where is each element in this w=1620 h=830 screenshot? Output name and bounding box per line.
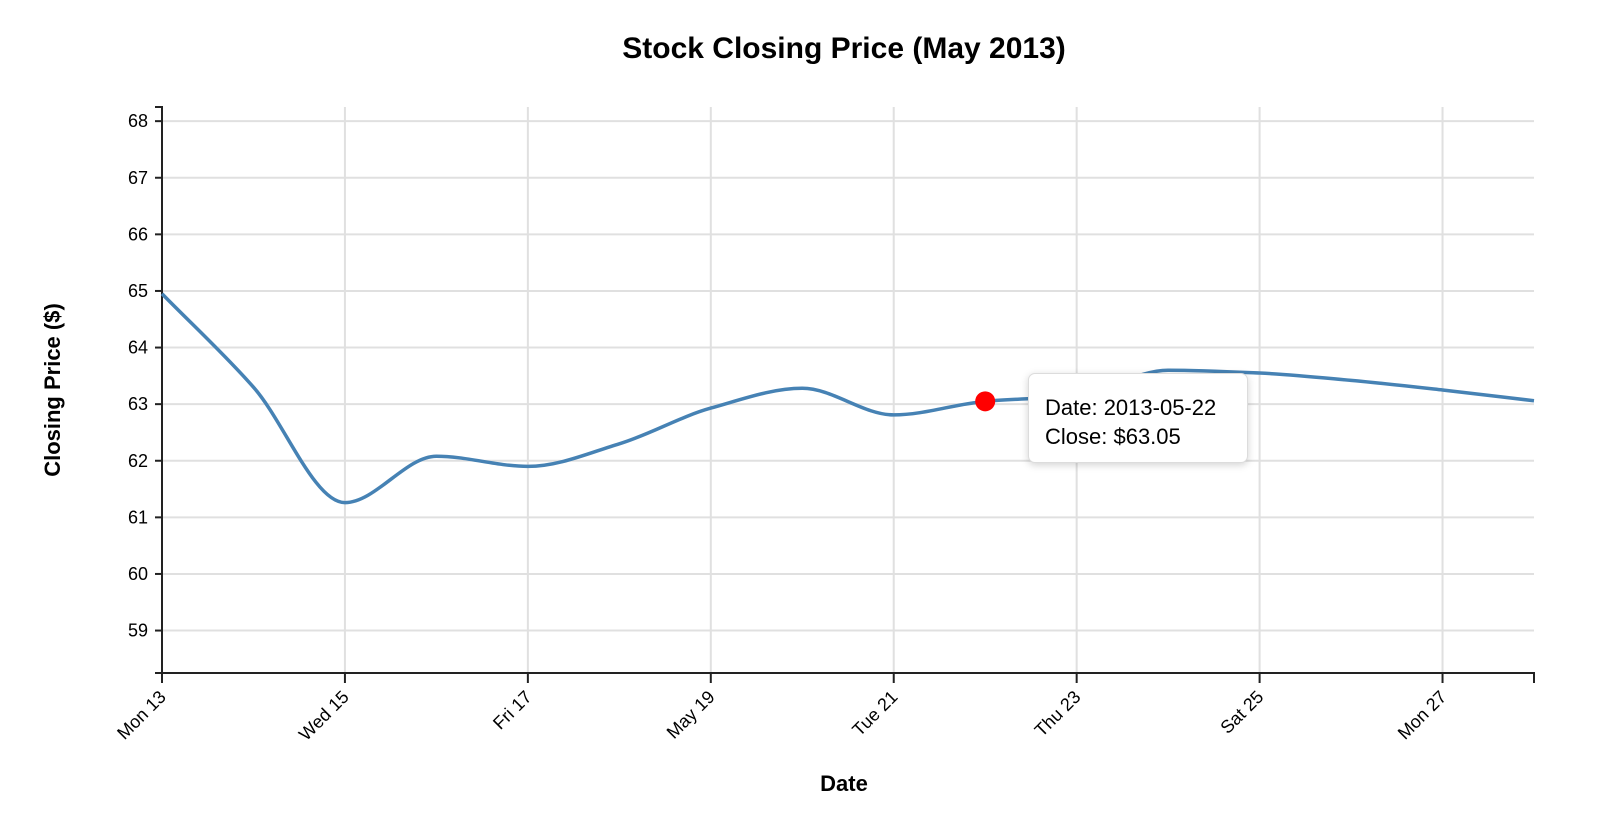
x-tick-label: Sat 25 [1216,687,1267,738]
y-gridlines [162,120,1534,632]
y-axis: 59 60 61 62 63 64 65 66 67 68 [128,106,163,674]
x-axis: Mon 13 Wed 15 Fri 17 May 19 Tue 21 Thu 23 Sat … [113,672,1535,745]
y-tick-label: 61 [128,507,148,527]
y-tick-label: 60 [128,564,148,584]
x-tick-label: May 19 [663,687,719,743]
y-axis-title: Closing Price ($) [40,303,65,477]
x-tick-label: Tue 21 [848,687,901,740]
series-line [160,292,1535,505]
chart-title: Stock Closing Price (May 2013) [622,32,1066,65]
x-axis-title: Date [820,771,868,796]
y-tick-label: 67 [128,168,148,188]
x-tick-label: Mon 27 [1394,687,1451,744]
x-tick-label: Thu 23 [1031,687,1085,741]
tooltip: Date: 2013-05-22 Close: $63.05 [1028,373,1248,463]
y-tick-label: 68 [128,111,148,131]
y-tick-label: 59 [128,621,148,641]
tooltip-date: Date: 2013-05-22 [1045,395,1217,420]
highlight-point[interactable] [975,391,996,412]
y-tick-label: 65 [128,281,148,301]
y-axis-line [155,106,163,674]
y-tick-label: 62 [128,451,148,471]
x-tick-label: Wed 15 [295,687,353,745]
y-tick-label: 64 [128,338,148,358]
x-tick-label: Mon 13 [113,687,170,744]
y-tick-label: 63 [128,394,148,414]
y-tick-label: 66 [128,224,148,244]
x-axis-line [161,672,1535,683]
x-tick-label: Fri 17 [489,687,536,734]
tooltip-close: Close: $63.05 [1045,424,1181,449]
